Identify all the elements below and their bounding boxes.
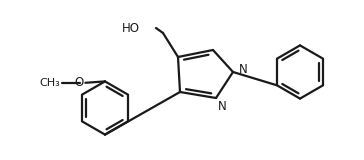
Text: N: N — [239, 63, 248, 76]
Text: N: N — [218, 100, 227, 112]
Text: O: O — [74, 76, 83, 89]
Text: HO: HO — [122, 21, 140, 35]
Text: CH₃: CH₃ — [40, 78, 60, 88]
